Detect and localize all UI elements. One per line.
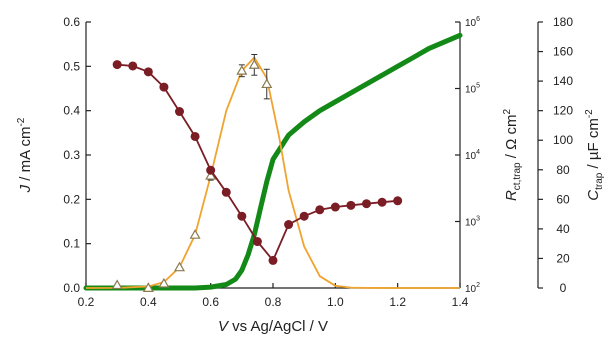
r-ct-trap-marker bbox=[206, 165, 216, 175]
right2-axis-label-sup: -2 bbox=[584, 109, 595, 118]
right1-tick-label: 105 bbox=[465, 83, 480, 96]
right1-axis-label-sub: ct,trap bbox=[512, 162, 523, 190]
r-ct-trap-marker bbox=[315, 205, 325, 215]
right1-tick-label: 104 bbox=[465, 149, 480, 162]
right1-tick-exponent: 5 bbox=[476, 83, 480, 90]
right1-axis-label: Rct,trap / Ω cm2 bbox=[502, 109, 523, 202]
right1-tick-base: 10 bbox=[465, 18, 477, 29]
left-tick-label: 0.3 bbox=[63, 148, 80, 162]
c-trap-marker bbox=[261, 78, 273, 89]
r-ct-trap-marker bbox=[190, 131, 200, 141]
left-tick-label: 0.0 bbox=[63, 281, 80, 295]
right2-tick-label: 140 bbox=[553, 74, 573, 88]
right2-tick-label: 160 bbox=[553, 45, 573, 59]
r-ct-trap-marker bbox=[128, 61, 138, 71]
r-ct-trap-marker bbox=[284, 220, 294, 230]
x-tick-label: 1.0 bbox=[327, 295, 344, 309]
right1-tick-exponent: 3 bbox=[476, 216, 480, 223]
r-ct-trap-marker bbox=[299, 211, 309, 221]
right2-tick-label: 0 bbox=[560, 281, 567, 295]
right1-axis-label-rest: / Ω cm bbox=[503, 115, 520, 163]
c-trap-marker bbox=[142, 282, 154, 292]
c-trap-marker bbox=[173, 261, 186, 272]
r-ct-trap-marker bbox=[393, 196, 403, 206]
right2-axis-label: Ctrap / µF cm-2 bbox=[584, 109, 605, 201]
right1-tick-base: 10 bbox=[465, 218, 477, 229]
c-trap-marker bbox=[189, 229, 201, 239]
r-ct-trap-marker bbox=[377, 197, 387, 207]
c-trap-marker bbox=[205, 169, 217, 180]
right1-tick-base: 10 bbox=[465, 284, 477, 295]
right1-tick-label: 103 bbox=[465, 216, 480, 229]
x-tick-label: 0.2 bbox=[78, 295, 95, 309]
right2-tick-label: 40 bbox=[556, 222, 570, 236]
r-ct-trap-marker bbox=[175, 107, 184, 117]
r-ct-trap-marker bbox=[362, 199, 371, 209]
r-ct-trap-marker bbox=[346, 200, 356, 210]
x-tick-label: 1.4 bbox=[452, 295, 469, 309]
series-layer bbox=[83, 32, 463, 292]
right1-tick-exponent: 4 bbox=[476, 149, 480, 156]
c-trap-marker bbox=[248, 59, 260, 69]
r-ct-trap-marker bbox=[221, 187, 231, 197]
right1-tick-label: 102 bbox=[465, 282, 480, 295]
x-tick-label: 0.8 bbox=[265, 295, 282, 309]
left-axis-label-rest: / mA cm bbox=[17, 127, 34, 185]
right1-tick-base: 10 bbox=[465, 151, 477, 162]
right1-tick-exponent: 6 bbox=[476, 16, 480, 23]
right1-tick-base: 10 bbox=[465, 85, 477, 96]
r-ct-trap-marker bbox=[252, 237, 262, 247]
left-tick-label: 0.5 bbox=[63, 59, 80, 73]
c-trap-marker bbox=[158, 277, 170, 288]
right2-tick-label: 80 bbox=[556, 163, 570, 177]
r-ct-trap-marker bbox=[112, 60, 122, 70]
right2-axis-label-rest: / µF cm bbox=[585, 118, 602, 172]
right1-tick-exponent: 2 bbox=[476, 282, 480, 289]
left-tick-label: 0.6 bbox=[63, 15, 80, 29]
right2-tick-label: 120 bbox=[553, 104, 573, 118]
left-axis-label-var: J bbox=[17, 184, 34, 193]
axes: 0.2 0.4 0.6 0.8 1.0 1.2 1.4 0.0 0.1 0.2 0.3 0.4 0.5 0… bbox=[63, 15, 573, 309]
right2-tick-label: 20 bbox=[556, 251, 570, 265]
right2-tick-label: 60 bbox=[556, 192, 570, 206]
right2-axis-label-var: C bbox=[585, 190, 602, 201]
right1-axis-label-var: R bbox=[503, 190, 520, 201]
left-tick-label: 0.4 bbox=[63, 104, 80, 118]
r-ct-trap-marker bbox=[268, 255, 278, 265]
r-ct-trap-marker bbox=[143, 67, 153, 77]
c-trap-marker bbox=[111, 279, 123, 290]
right2-tick-label: 100 bbox=[553, 133, 573, 147]
r-ct-trap-marker bbox=[159, 82, 169, 92]
c-trap-marker bbox=[236, 65, 248, 75]
x-axis-label-var: V bbox=[218, 318, 230, 335]
r-ct-trap-marker bbox=[237, 211, 247, 221]
left-axis-label-sup: -2 bbox=[16, 117, 27, 126]
left-axis-label: J / mA cm-2 bbox=[16, 117, 34, 193]
x-tick-label: 0.6 bbox=[202, 295, 219, 309]
left-tick-label: 0.2 bbox=[63, 192, 80, 206]
r-ct-trap-marker bbox=[330, 202, 340, 212]
right2-axis-label-sub: trap bbox=[594, 172, 605, 190]
right1-axis-label-sup: 2 bbox=[502, 109, 513, 115]
x-axis-label-rest: vs Ag/AgCl / V bbox=[228, 318, 328, 335]
x-tick-label: 1.2 bbox=[389, 295, 406, 309]
left-tick-label: 0.1 bbox=[63, 237, 80, 251]
x-axis-label: V vs Ag/AgCl / V bbox=[218, 318, 328, 335]
current-density-line bbox=[83, 32, 463, 291]
right1-tick-label: 106 bbox=[465, 16, 480, 29]
x-tick-label: 0.4 bbox=[140, 295, 157, 309]
right2-tick-label: 180 bbox=[553, 15, 573, 29]
